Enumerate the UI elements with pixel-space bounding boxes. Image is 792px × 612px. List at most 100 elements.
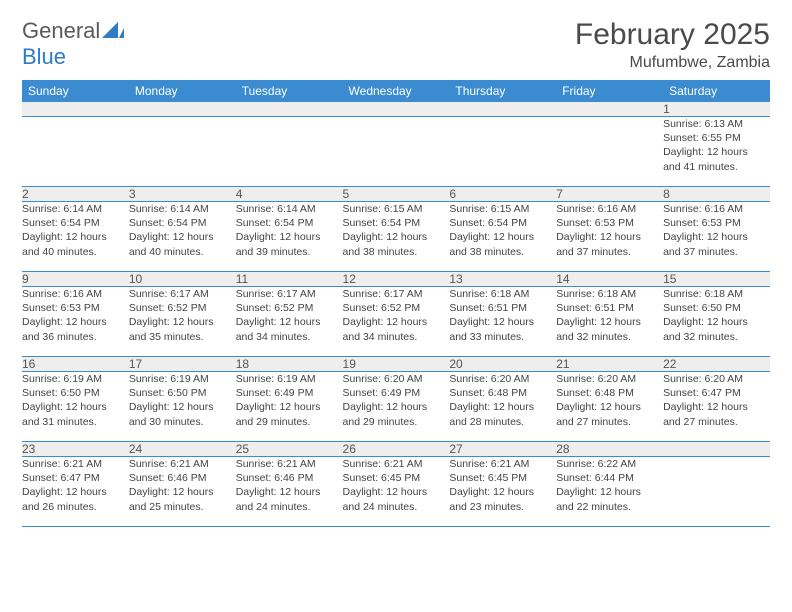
day-sr: Sunrise: 6:16 AM [663,202,770,216]
day-dl1: Daylight: 12 hours [556,485,663,499]
day-ss: Sunset: 6:52 PM [343,301,450,315]
day-info [22,117,129,187]
day-sr: Sunrise: 6:21 AM [449,457,556,471]
col-saturday: Saturday [663,80,770,102]
day-number: 13 [449,272,556,287]
day-info: Sunrise: 6:21 AMSunset: 6:46 PMDaylight:… [236,457,343,527]
day-info: Sunrise: 6:18 AMSunset: 6:50 PMDaylight:… [663,287,770,357]
day-info [236,117,343,187]
day-sr: Sunrise: 6:14 AM [236,202,343,216]
day-ss: Sunset: 6:54 PM [236,216,343,230]
day-dl2: and 40 minutes. [22,245,129,259]
day-dl1: Daylight: 12 hours [449,485,556,499]
week-daynum-row: 232425262728 [22,442,770,457]
day-sr: Sunrise: 6:16 AM [22,287,129,301]
day-ss: Sunset: 6:53 PM [556,216,663,230]
logo-text-wrap: General Blue [22,18,124,70]
day-info: Sunrise: 6:22 AMSunset: 6:44 PMDaylight:… [556,457,663,527]
day-ss: Sunset: 6:50 PM [22,386,129,400]
day-info: Sunrise: 6:14 AMSunset: 6:54 PMDaylight:… [129,202,236,272]
day-dl1: Daylight: 12 hours [556,230,663,244]
day-dl1: Daylight: 12 hours [129,485,236,499]
day-info: Sunrise: 6:21 AMSunset: 6:46 PMDaylight:… [129,457,236,527]
day-number: 17 [129,357,236,372]
week-info-row: Sunrise: 6:21 AMSunset: 6:47 PMDaylight:… [22,457,770,527]
day-ss: Sunset: 6:46 PM [236,471,343,485]
day-dl2: and 27 minutes. [556,415,663,429]
week-daynum-row: 1 [22,102,770,117]
day-ss: Sunset: 6:47 PM [663,386,770,400]
day-sr: Sunrise: 6:14 AM [22,202,129,216]
day-dl2: and 28 minutes. [449,415,556,429]
day-info: Sunrise: 6:14 AMSunset: 6:54 PMDaylight:… [236,202,343,272]
day-info: Sunrise: 6:15 AMSunset: 6:54 PMDaylight:… [343,202,450,272]
day-dl1: Daylight: 12 hours [129,315,236,329]
day-dl2: and 36 minutes. [22,330,129,344]
day-sr: Sunrise: 6:17 AM [236,287,343,301]
week-info-row: Sunrise: 6:19 AMSunset: 6:50 PMDaylight:… [22,372,770,442]
day-ss: Sunset: 6:55 PM [663,131,770,145]
day-ss: Sunset: 6:47 PM [22,471,129,485]
day-number: 23 [22,442,129,457]
day-sr: Sunrise: 6:18 AM [556,287,663,301]
title-block: February 2025 Mufumbwe, Zambia [575,18,770,72]
day-dl1: Daylight: 12 hours [343,230,450,244]
day-number: 28 [556,442,663,457]
day-dl1: Daylight: 12 hours [343,400,450,414]
day-info: Sunrise: 6:13 AMSunset: 6:55 PMDaylight:… [663,117,770,187]
day-sr: Sunrise: 6:14 AM [129,202,236,216]
day-ss: Sunset: 6:51 PM [449,301,556,315]
day-number [556,102,663,117]
day-number: 14 [556,272,663,287]
day-dl2: and 41 minutes. [663,160,770,174]
day-number: 27 [449,442,556,457]
day-sr: Sunrise: 6:21 AM [343,457,450,471]
day-info: Sunrise: 6:20 AMSunset: 6:47 PMDaylight:… [663,372,770,442]
day-dl2: and 25 minutes. [129,500,236,514]
day-dl1: Daylight: 12 hours [449,230,556,244]
day-dl1: Daylight: 12 hours [663,315,770,329]
day-dl2: and 38 minutes. [343,245,450,259]
week-info-row: Sunrise: 6:16 AMSunset: 6:53 PMDaylight:… [22,287,770,357]
day-number: 9 [22,272,129,287]
day-info: Sunrise: 6:18 AMSunset: 6:51 PMDaylight:… [449,287,556,357]
calendar-body: 1Sunrise: 6:13 AMSunset: 6:55 PMDaylight… [22,102,770,527]
day-ss: Sunset: 6:50 PM [663,301,770,315]
day-sr: Sunrise: 6:22 AM [556,457,663,471]
day-number: 24 [129,442,236,457]
day-sr: Sunrise: 6:17 AM [129,287,236,301]
day-dl1: Daylight: 12 hours [129,400,236,414]
day-info: Sunrise: 6:19 AMSunset: 6:50 PMDaylight:… [22,372,129,442]
day-dl2: and 24 minutes. [236,500,343,514]
day-dl2: and 32 minutes. [663,330,770,344]
day-number: 26 [343,442,450,457]
day-dl2: and 40 minutes. [129,245,236,259]
day-ss: Sunset: 6:54 PM [22,216,129,230]
day-dl1: Daylight: 12 hours [449,315,556,329]
day-number [663,442,770,457]
day-sr: Sunrise: 6:20 AM [556,372,663,386]
day-ss: Sunset: 6:45 PM [343,471,450,485]
day-dl2: and 33 minutes. [449,330,556,344]
day-info: Sunrise: 6:18 AMSunset: 6:51 PMDaylight:… [556,287,663,357]
day-dl1: Daylight: 12 hours [343,315,450,329]
day-number: 15 [663,272,770,287]
day-sr: Sunrise: 6:19 AM [22,372,129,386]
day-ss: Sunset: 6:46 PM [129,471,236,485]
day-dl1: Daylight: 12 hours [663,145,770,159]
day-ss: Sunset: 6:50 PM [129,386,236,400]
day-number [236,102,343,117]
col-monday: Monday [129,80,236,102]
day-ss: Sunset: 6:54 PM [129,216,236,230]
day-dl1: Daylight: 12 hours [22,315,129,329]
day-info: Sunrise: 6:16 AMSunset: 6:53 PMDaylight:… [556,202,663,272]
day-dl1: Daylight: 12 hours [22,485,129,499]
day-ss: Sunset: 6:52 PM [129,301,236,315]
day-info [343,117,450,187]
day-info: Sunrise: 6:21 AMSunset: 6:47 PMDaylight:… [22,457,129,527]
day-number: 8 [663,187,770,202]
day-dl2: and 29 minutes. [343,415,450,429]
day-dl2: and 37 minutes. [556,245,663,259]
day-sr: Sunrise: 6:20 AM [343,372,450,386]
location: Mufumbwe, Zambia [575,54,770,72]
